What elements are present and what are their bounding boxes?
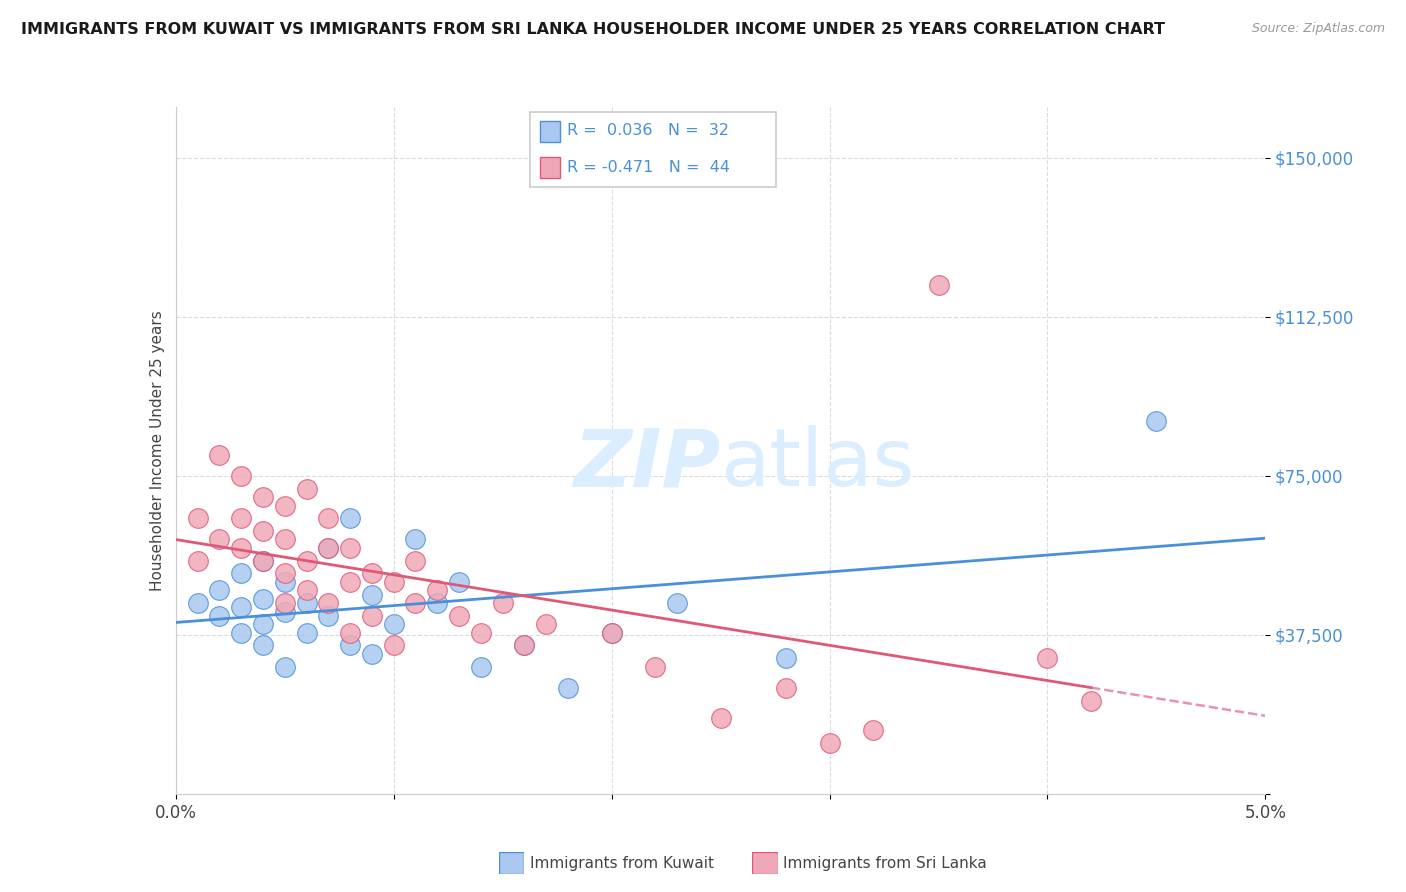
Point bbox=[818, 736, 841, 750]
Point bbox=[470, 659, 492, 673]
Point bbox=[186, 511, 209, 525]
Point bbox=[208, 583, 231, 598]
Point bbox=[274, 605, 297, 619]
Point bbox=[470, 625, 492, 640]
Point bbox=[1144, 414, 1167, 428]
Point bbox=[318, 596, 340, 610]
Point bbox=[360, 647, 382, 661]
FancyBboxPatch shape bbox=[530, 112, 776, 187]
Point bbox=[447, 574, 470, 589]
Point bbox=[295, 482, 318, 496]
Point bbox=[208, 448, 231, 462]
Text: R = -0.471   N =  44: R = -0.471 N = 44 bbox=[567, 160, 730, 175]
Point bbox=[231, 541, 253, 555]
Point bbox=[252, 554, 274, 568]
Point bbox=[318, 511, 340, 525]
Point bbox=[775, 681, 797, 695]
Point bbox=[513, 639, 536, 653]
Point bbox=[360, 588, 382, 602]
Bar bbox=[540, 120, 560, 142]
Point bbox=[274, 499, 297, 513]
Point bbox=[1080, 693, 1102, 707]
Point bbox=[252, 554, 274, 568]
Point bbox=[186, 554, 209, 568]
Text: atlas: atlas bbox=[721, 425, 915, 503]
Point bbox=[360, 608, 382, 623]
Point bbox=[231, 625, 253, 640]
Point bbox=[600, 625, 623, 640]
Point bbox=[360, 566, 382, 581]
Point bbox=[666, 596, 689, 610]
Point bbox=[644, 659, 666, 673]
Point bbox=[318, 608, 340, 623]
Point bbox=[534, 617, 557, 632]
Point bbox=[252, 524, 274, 538]
Point bbox=[208, 608, 231, 623]
Point bbox=[405, 533, 427, 547]
Point bbox=[231, 511, 253, 525]
Point bbox=[382, 574, 405, 589]
Point bbox=[710, 710, 733, 724]
Point bbox=[252, 639, 274, 653]
Point bbox=[447, 608, 470, 623]
Point bbox=[426, 596, 449, 610]
Point bbox=[775, 651, 797, 665]
Point bbox=[231, 600, 253, 615]
Point bbox=[339, 541, 361, 555]
Point bbox=[1036, 651, 1059, 665]
Text: Source: ZipAtlas.com: Source: ZipAtlas.com bbox=[1251, 22, 1385, 36]
Text: Immigrants from Sri Lanka: Immigrants from Sri Lanka bbox=[783, 856, 987, 871]
Point bbox=[928, 278, 950, 293]
Point bbox=[382, 639, 405, 653]
Point bbox=[252, 490, 274, 504]
Point bbox=[405, 596, 427, 610]
Point bbox=[274, 533, 297, 547]
Point bbox=[426, 583, 449, 598]
Point bbox=[339, 511, 361, 525]
Point bbox=[318, 541, 340, 555]
Point bbox=[339, 639, 361, 653]
Point bbox=[513, 639, 536, 653]
Point bbox=[208, 533, 231, 547]
Point bbox=[600, 625, 623, 640]
Point bbox=[274, 574, 297, 589]
Text: IMMIGRANTS FROM KUWAIT VS IMMIGRANTS FROM SRI LANKA HOUSEHOLDER INCOME UNDER 25 : IMMIGRANTS FROM KUWAIT VS IMMIGRANTS FRO… bbox=[21, 22, 1166, 37]
Point bbox=[274, 659, 297, 673]
Text: R =  0.036   N =  32: R = 0.036 N = 32 bbox=[567, 123, 728, 138]
Point bbox=[295, 625, 318, 640]
Point bbox=[252, 617, 274, 632]
Y-axis label: Householder Income Under 25 years: Householder Income Under 25 years bbox=[149, 310, 165, 591]
Bar bbox=[540, 157, 560, 178]
Point bbox=[231, 469, 253, 483]
Point bbox=[274, 566, 297, 581]
Text: ZIP: ZIP bbox=[574, 425, 721, 503]
Point bbox=[405, 554, 427, 568]
Text: Immigrants from Kuwait: Immigrants from Kuwait bbox=[530, 856, 714, 871]
Point bbox=[295, 554, 318, 568]
Point bbox=[295, 596, 318, 610]
Point bbox=[186, 596, 209, 610]
Point bbox=[492, 596, 515, 610]
Point bbox=[252, 591, 274, 606]
Point bbox=[557, 681, 579, 695]
Point bbox=[862, 723, 884, 738]
Point bbox=[318, 541, 340, 555]
Point bbox=[339, 625, 361, 640]
Point bbox=[274, 596, 297, 610]
Point bbox=[339, 574, 361, 589]
Point bbox=[231, 566, 253, 581]
Point bbox=[382, 617, 405, 632]
Point bbox=[295, 583, 318, 598]
